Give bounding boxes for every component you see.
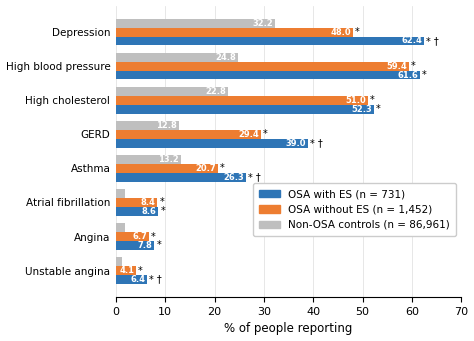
Text: 7.8: 7.8 [137,241,152,250]
Text: 20.7: 20.7 [195,164,216,173]
Text: * †: * † [149,275,162,284]
Bar [116,62,409,71]
Text: *: * [159,197,164,207]
Text: * †: * † [247,172,260,182]
Bar [116,71,420,79]
Text: 1.8: 1.8 [126,223,141,232]
Legend: OSA with ES (n = 731), OSA without ES (n = 1,452), Non-OSA controls (n = 86,961): OSA with ES (n = 731), OSA without ES (n… [253,183,456,236]
Text: 6.4: 6.4 [130,275,146,284]
Bar [116,19,275,28]
Bar [116,207,158,216]
Text: 4.1: 4.1 [119,266,134,275]
Text: 24.8: 24.8 [216,53,237,62]
Text: *: * [220,163,225,173]
Text: 1.8: 1.8 [126,189,141,198]
Text: 32.2: 32.2 [252,19,273,28]
Text: 8.6: 8.6 [141,207,156,216]
Text: 6.7: 6.7 [132,232,147,241]
Text: 8.4: 8.4 [140,198,155,207]
Bar [116,257,122,266]
Bar [116,121,179,130]
Bar [116,87,228,96]
Text: *: * [151,232,155,241]
Text: *: * [411,61,416,71]
Text: 61.6: 61.6 [397,71,418,79]
Bar [116,53,238,62]
Bar [116,105,374,114]
Text: *: * [156,240,161,250]
Bar [116,28,353,36]
Text: 51.0: 51.0 [345,96,365,105]
Text: * †: * † [310,138,323,148]
Text: *: * [263,129,268,139]
Text: *: * [376,104,381,114]
Bar [116,96,368,105]
Bar [116,130,261,139]
Bar [116,189,125,198]
Text: 29.4: 29.4 [238,130,259,139]
Bar [116,155,181,164]
Bar [116,164,218,173]
Bar [116,198,157,207]
Text: 26.3: 26.3 [223,173,244,182]
Text: 1.2: 1.2 [123,257,138,266]
Text: 13.2: 13.2 [158,155,179,164]
Bar [116,173,246,182]
Bar [116,266,136,275]
Bar [116,36,424,45]
Bar [116,232,149,241]
Text: * †: * † [426,36,438,46]
Bar [116,139,309,148]
Text: 12.8: 12.8 [156,121,177,130]
X-axis label: % of people reporting: % of people reporting [224,323,353,336]
Text: *: * [355,27,359,37]
Text: 22.8: 22.8 [206,87,227,96]
Text: 48.0: 48.0 [330,28,351,36]
Text: *: * [160,206,165,216]
Text: 59.4: 59.4 [386,62,407,71]
Text: *: * [422,70,427,80]
Bar [116,241,155,250]
Text: 52.3: 52.3 [351,105,372,114]
Text: 39.0: 39.0 [286,139,306,148]
Text: 62.4: 62.4 [401,36,422,45]
Text: *: * [138,266,143,276]
Bar [116,223,125,232]
Bar [116,275,147,284]
Text: *: * [370,95,374,105]
